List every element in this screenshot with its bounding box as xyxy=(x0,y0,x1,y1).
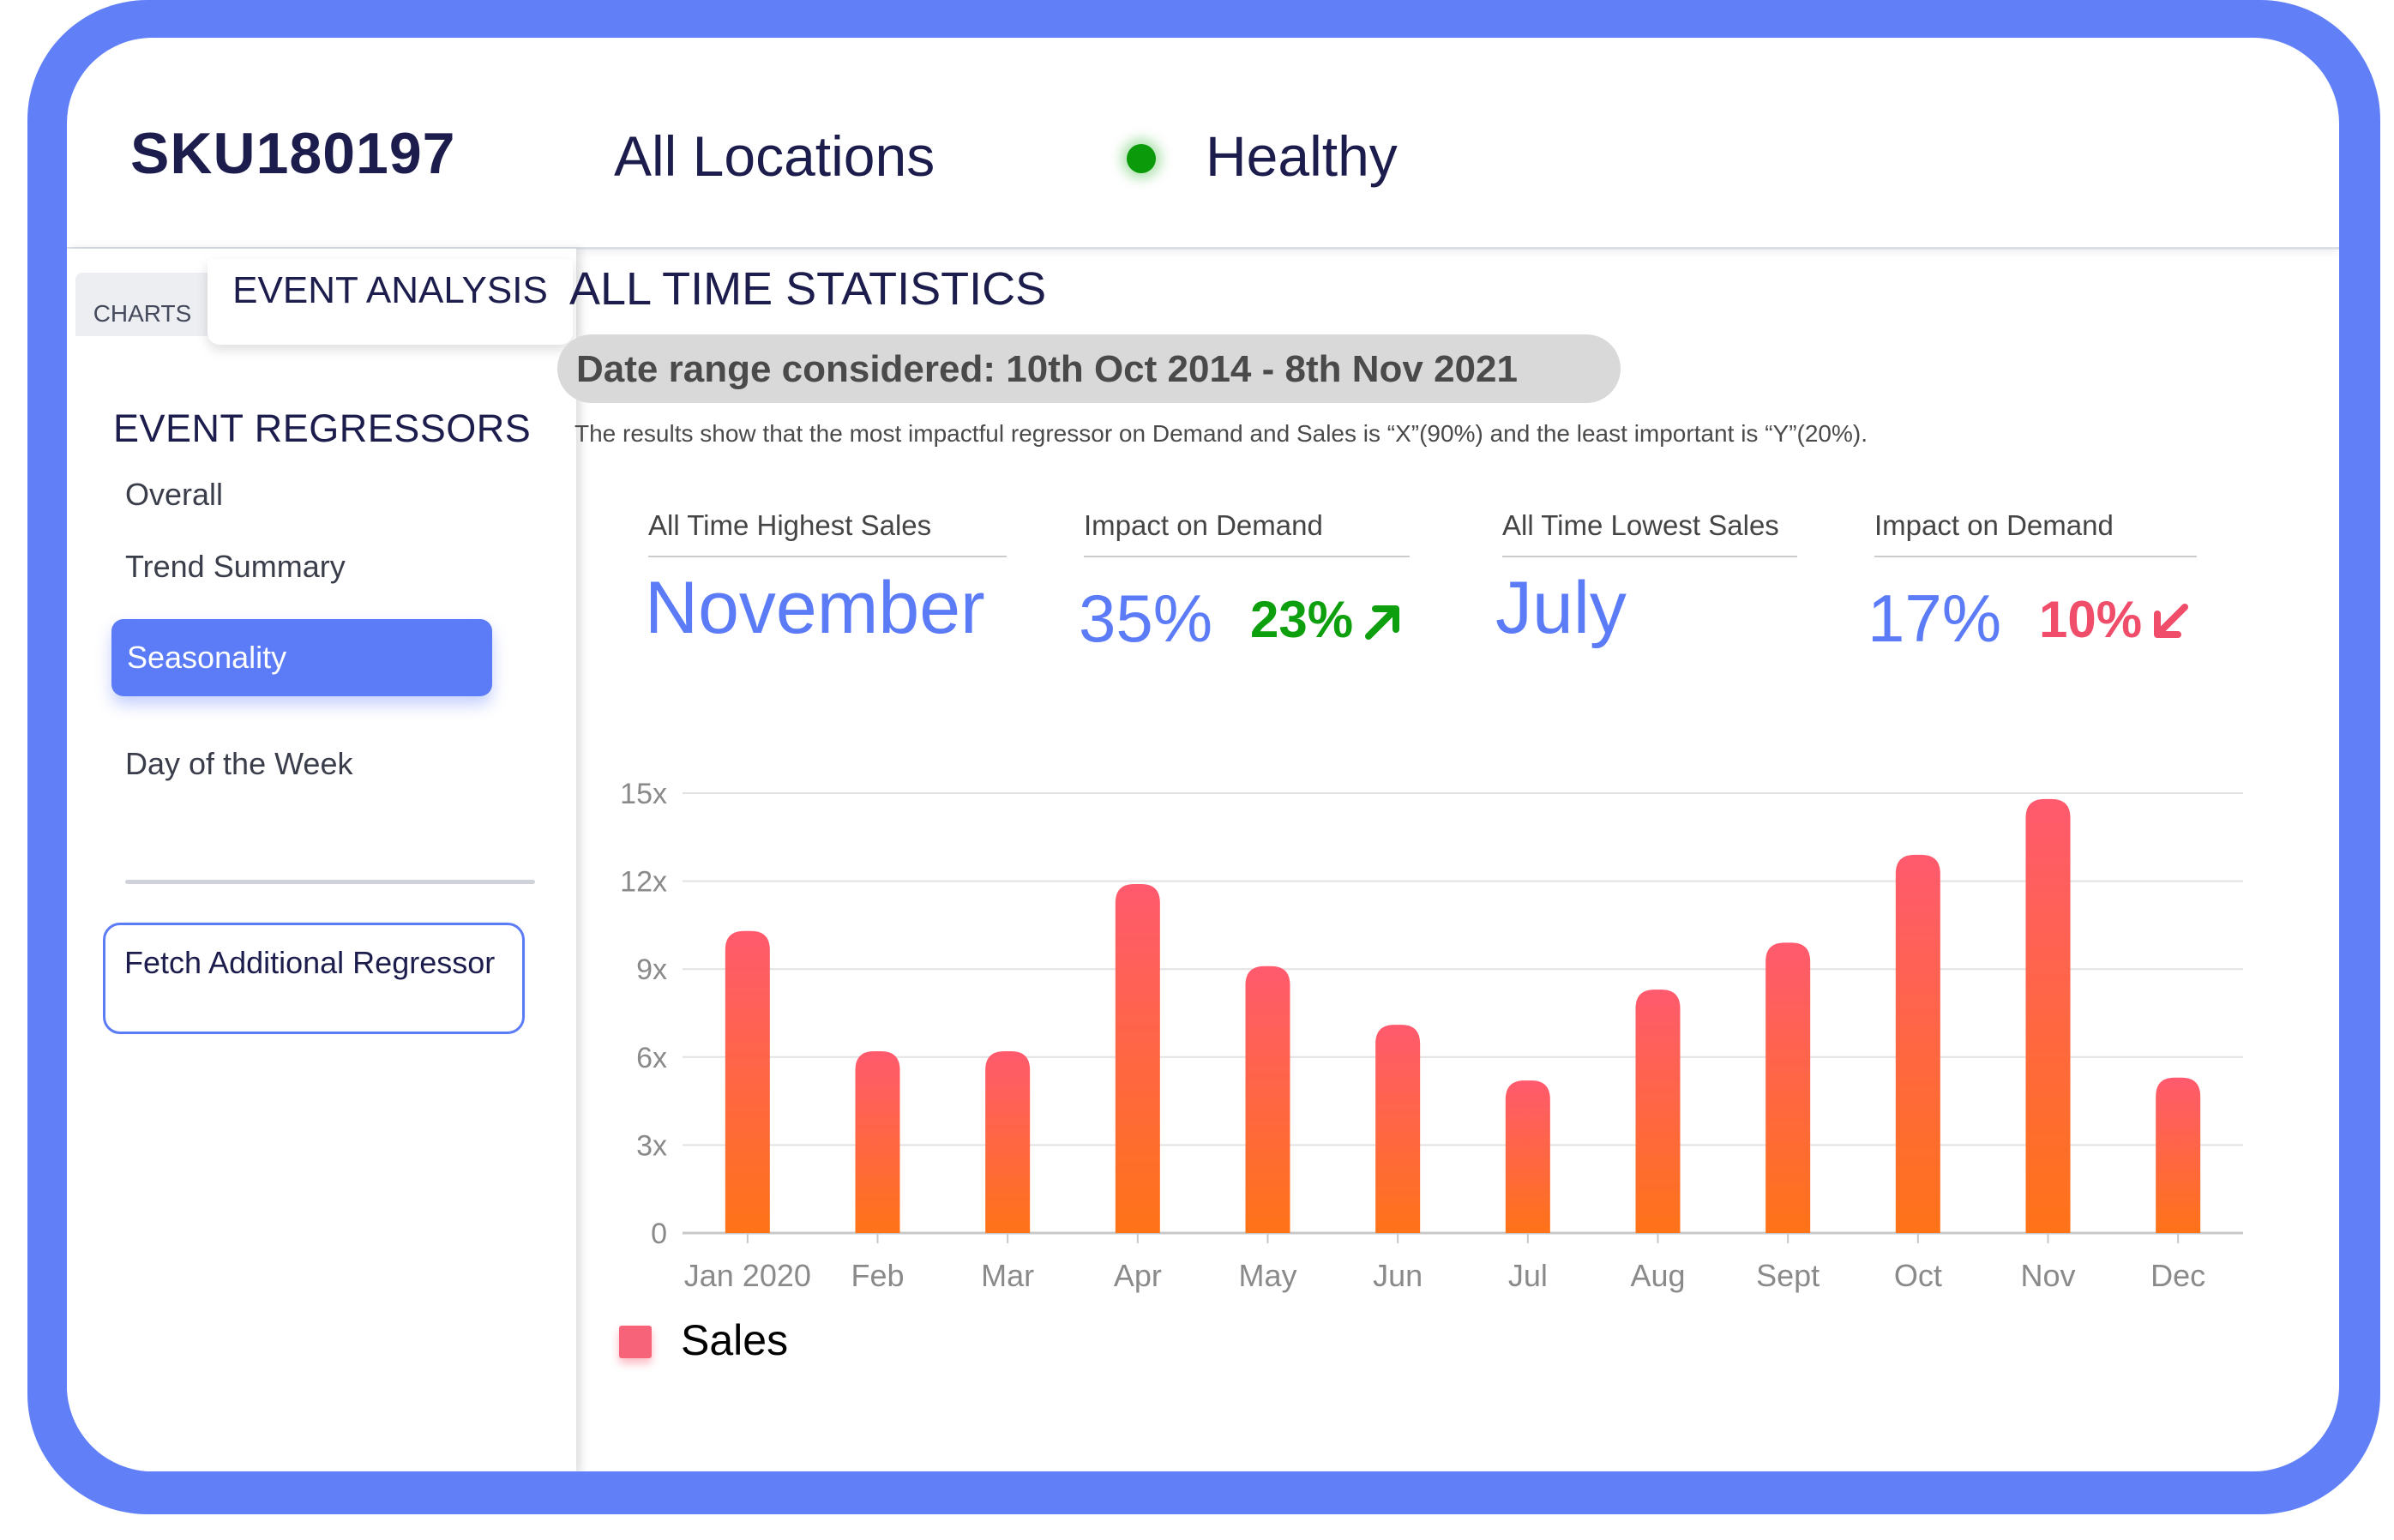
app-window: SKU180197 All Locations Healthy CHARTS E… xyxy=(67,38,2339,1471)
impact-demand-value-2: 17% xyxy=(1868,581,2002,656)
change-up-value: 23% xyxy=(1250,591,1354,648)
page-title: ALL TIME STATISTICS xyxy=(569,263,1047,315)
change-down-value: 10% xyxy=(2039,591,2143,648)
header-bar: SKU180197 All Locations Healthy xyxy=(67,38,2339,250)
impact-demand-value-1: 35% xyxy=(1079,581,1213,656)
highest-sales-value: November xyxy=(645,567,985,649)
sku-title: SKU180197 xyxy=(130,121,456,186)
legend-swatch xyxy=(619,1326,652,1358)
sidebar-item-seasonality[interactable]: Seasonality xyxy=(111,619,492,696)
status-dot-icon xyxy=(1127,144,1156,173)
arrow-up-right-icon xyxy=(1362,594,1403,653)
change-down-badge: 10% xyxy=(2039,590,2192,653)
sidebar-item-trend-summary[interactable]: Trend Summary xyxy=(125,549,346,584)
impact-demand-label-1: Impact on Demand xyxy=(1084,509,1410,557)
legend-label: Sales xyxy=(681,1316,789,1364)
highest-sales-label: All Time Highest Sales xyxy=(648,509,1007,557)
lowest-sales-value: July xyxy=(1495,567,1627,649)
tab-charts[interactable]: CHARTS xyxy=(75,273,209,336)
status-label: Healthy xyxy=(1206,124,1398,188)
date-range-badge: Date range considered: 10th Oct 2014 - 8… xyxy=(557,334,1621,403)
sidebar: CHARTS EVENT ANALYSIS EVENT REGRESSORS O… xyxy=(67,249,576,1471)
lowest-sales-label: All Time Lowest Sales xyxy=(1502,509,1797,557)
location-selector[interactable]: All Locations xyxy=(614,124,935,188)
results-note: The results show that the most impactful… xyxy=(574,420,1868,447)
fetch-regressor-button[interactable]: Fetch Additional Regressor xyxy=(103,923,525,1034)
sidebar-heading: EVENT REGRESSORS xyxy=(113,406,532,450)
arrow-down-left-icon xyxy=(2150,594,2192,653)
sidebar-item-day-of-week[interactable]: Day of the Week xyxy=(125,746,353,781)
sidebar-divider xyxy=(125,880,535,884)
impact-demand-label-2: Impact on Demand xyxy=(1874,509,2197,557)
sidebar-item-overall[interactable]: Overall xyxy=(125,477,224,512)
tab-event-analysis[interactable]: EVENT ANALYSIS xyxy=(208,259,573,345)
change-up-badge: 23% xyxy=(1250,590,1403,653)
